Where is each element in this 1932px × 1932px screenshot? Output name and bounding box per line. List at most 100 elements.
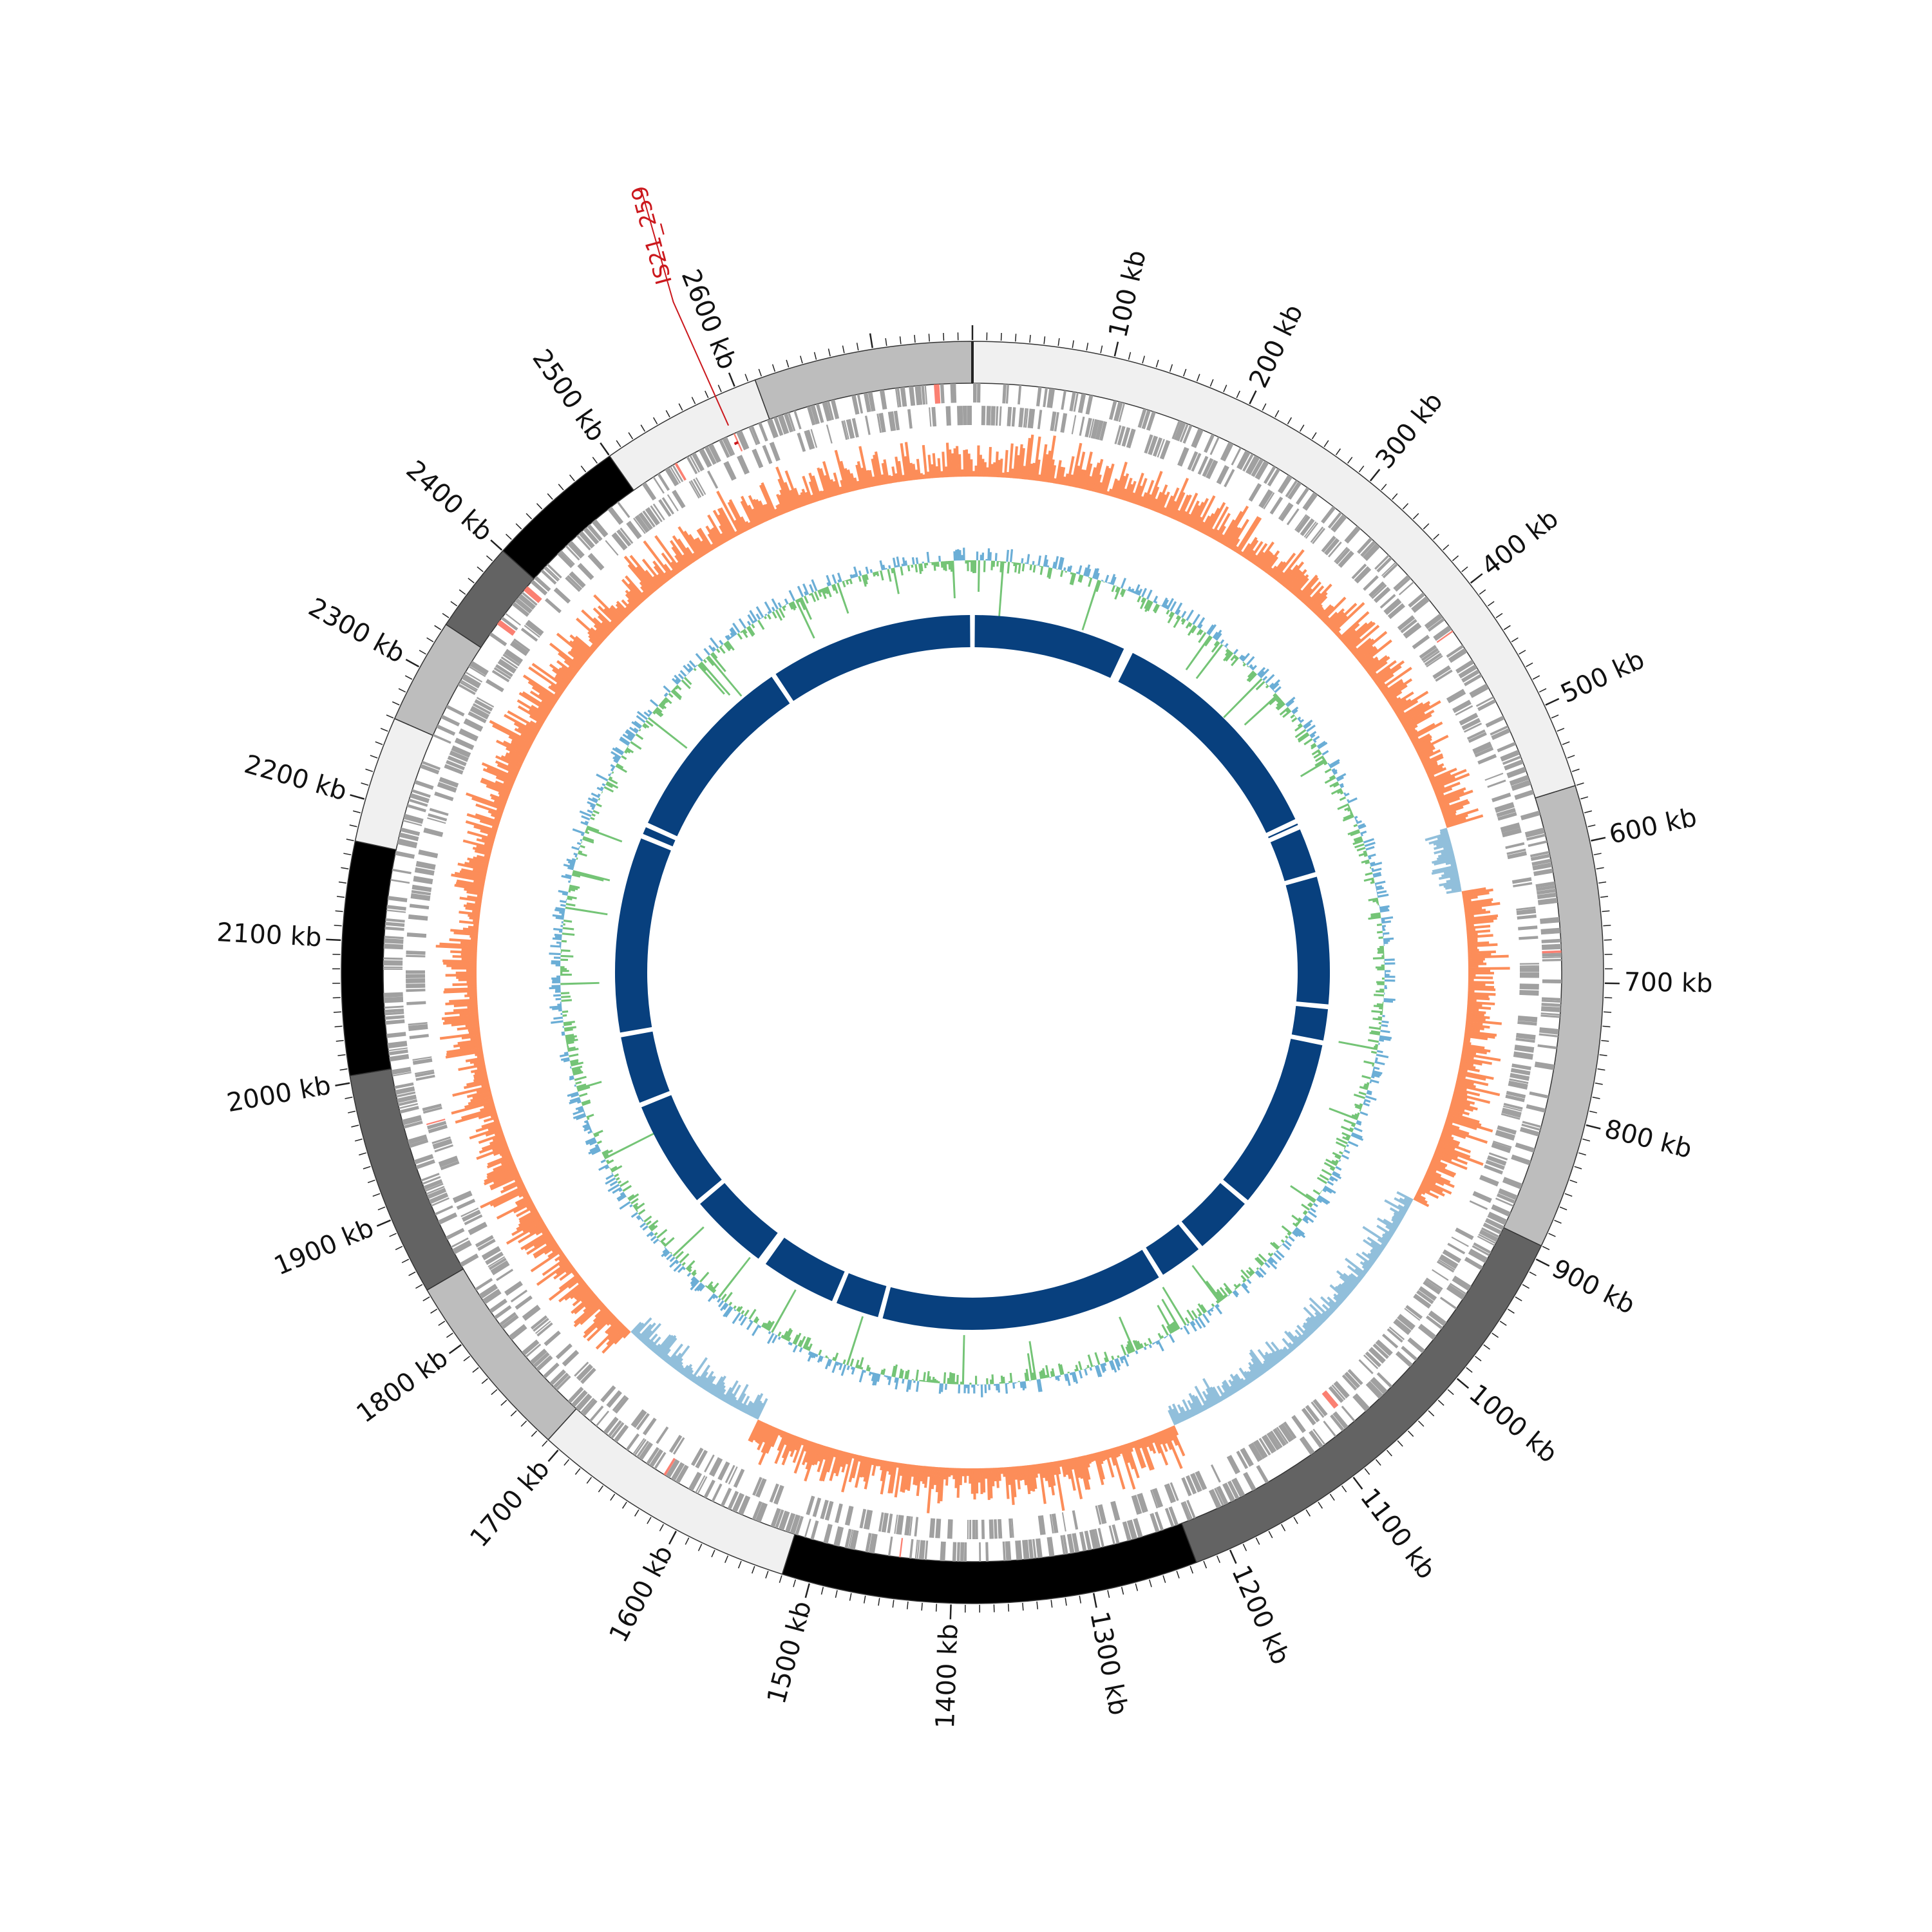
gene-feature	[384, 936, 404, 940]
minor-tick	[598, 1485, 604, 1493]
gene-feature	[1388, 1326, 1405, 1341]
skew-bar	[1077, 469, 1084, 489]
skew-bar	[710, 528, 722, 546]
gc-bar	[574, 1075, 587, 1081]
gene-feature	[1341, 1374, 1358, 1391]
minor-tick	[408, 1271, 416, 1276]
gc-bar	[1148, 1344, 1152, 1349]
gc-bar	[1299, 719, 1305, 723]
skew-bar	[1069, 1458, 1074, 1470]
gc-bar	[1111, 1355, 1115, 1360]
gene-feature	[555, 1343, 573, 1359]
gc-bar	[728, 1302, 733, 1306]
gc-bar	[1383, 942, 1388, 945]
skew-bar	[833, 1450, 843, 1474]
skew-bar	[682, 554, 692, 565]
gc-bar	[663, 698, 668, 703]
skew-bar	[459, 911, 480, 916]
skew-bar	[1162, 1430, 1173, 1450]
skew-bar	[753, 1421, 764, 1441]
gc-bar	[1110, 574, 1116, 585]
gc-bar	[1327, 762, 1330, 766]
minor-tick	[446, 1332, 453, 1338]
skew-bar	[628, 583, 645, 602]
skew-bar	[1416, 1191, 1422, 1196]
gene-feature	[695, 477, 706, 495]
gc-bar	[1095, 580, 1102, 592]
gene-feature	[1452, 1275, 1472, 1291]
skew-bar	[755, 498, 768, 522]
gene-feature	[1035, 1538, 1043, 1558]
gene-feature	[1455, 705, 1473, 716]
minor-tick	[569, 474, 575, 482]
skew-bar	[978, 1468, 981, 1483]
gene-feature	[408, 1139, 429, 1148]
gene-feature	[502, 653, 520, 667]
skew-bar	[607, 1323, 625, 1341]
skew-bar	[948, 1468, 951, 1477]
tick-label: 900 kb	[1547, 1254, 1640, 1320]
skew-bar	[1202, 1378, 1219, 1405]
skew-bar	[705, 526, 720, 547]
skew-bar	[950, 1468, 954, 1475]
skew-bar	[1103, 463, 1115, 495]
gc-bar	[611, 771, 614, 774]
gene-feature	[1481, 1227, 1500, 1238]
gc-bar	[555, 907, 565, 911]
gc-bar	[683, 665, 691, 674]
gc-bar	[1343, 813, 1354, 820]
skew-bar	[548, 1274, 582, 1302]
skew-bar	[1389, 697, 1401, 706]
skew-bar	[627, 599, 637, 609]
gc-bar	[1223, 1294, 1227, 1298]
gene-feature	[1079, 1531, 1087, 1551]
gene-feature	[468, 1222, 488, 1235]
skew-bar	[688, 1373, 694, 1381]
gc-bar	[1332, 769, 1338, 773]
alignment-block	[1223, 1038, 1323, 1200]
gene-feature	[482, 1289, 502, 1305]
gc-bar	[824, 1358, 831, 1370]
gene-feature	[977, 383, 981, 403]
gene-feature	[865, 1533, 872, 1553]
gc-bar	[949, 1372, 952, 1385]
gc-bar	[915, 1369, 919, 1381]
skew-bar	[530, 1249, 563, 1273]
gene-feature	[1400, 619, 1417, 634]
skew-bar	[920, 473, 923, 480]
skew-bar	[983, 462, 987, 477]
gc-bar	[634, 721, 643, 728]
skew-bar	[1298, 577, 1320, 601]
gene-feature	[1484, 772, 1504, 781]
gc-bar	[773, 1334, 776, 1336]
tick-label: 2500 kb	[526, 344, 611, 447]
gc-bar	[768, 1331, 772, 1334]
minor-tick	[531, 1430, 538, 1437]
gc-bar	[1157, 1340, 1164, 1352]
gene-feature	[399, 1103, 419, 1110]
skew-bar	[1208, 528, 1215, 538]
gc-bar	[688, 1269, 692, 1273]
skew-bar	[1152, 491, 1162, 512]
gc-bar	[858, 570, 862, 576]
skew-bar	[1221, 511, 1243, 545]
skew-bar	[669, 540, 690, 567]
gc-bar	[663, 1236, 675, 1247]
skew-bar	[1398, 701, 1431, 721]
gene-feature	[1393, 1318, 1412, 1335]
gene-feature	[1365, 1351, 1382, 1368]
minor-tick	[1503, 625, 1511, 630]
gene-feature	[638, 1442, 653, 1461]
gc-bar	[832, 1356, 835, 1361]
skew-bar	[1456, 1079, 1474, 1086]
gene-feature	[1144, 434, 1153, 454]
skew-bar	[463, 904, 481, 909]
gc-bar	[781, 1334, 784, 1339]
gc-bar	[784, 598, 789, 605]
gc-bar	[1075, 571, 1079, 574]
gene-feature	[1376, 556, 1392, 573]
gc-bar	[677, 1265, 685, 1273]
gene-feature	[1312, 1399, 1328, 1417]
gene-feature	[421, 1173, 440, 1182]
skew-bar	[1233, 1375, 1244, 1389]
